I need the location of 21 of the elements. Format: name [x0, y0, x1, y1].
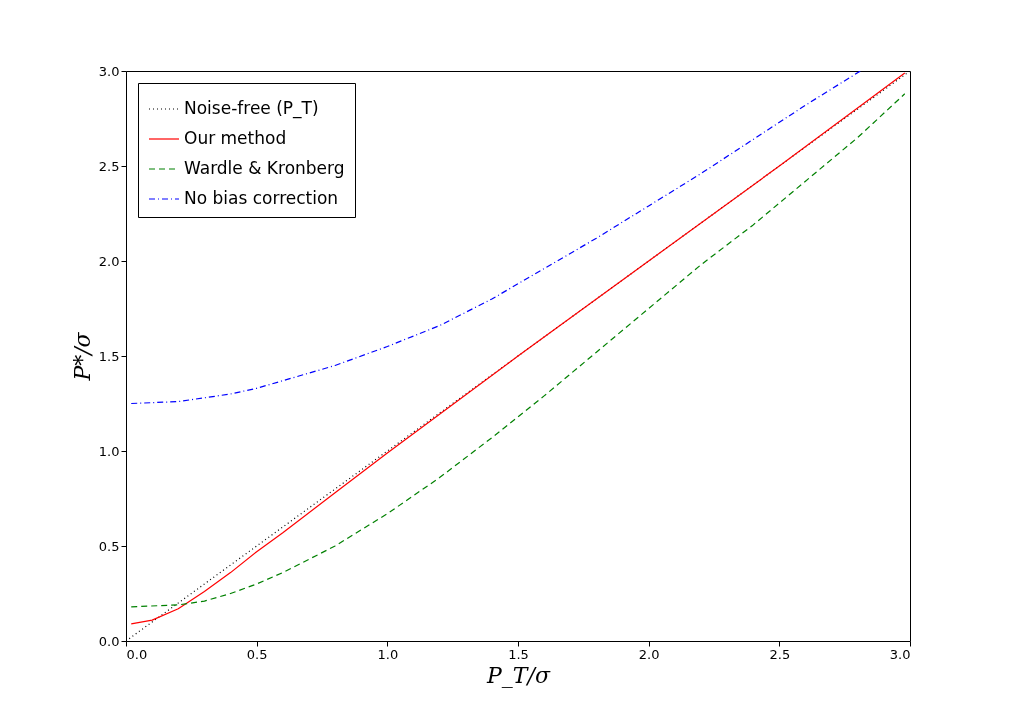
x-tick-label: 3.0 [889, 646, 911, 662]
x-tick-label: 2.5 [769, 646, 791, 662]
legend-label: No bias correction [184, 188, 339, 208]
y-tick-label: 1.0 [98, 443, 120, 459]
y-tick-label: 2.0 [98, 253, 120, 269]
x-tick-label: 2.0 [638, 646, 660, 662]
legend-label: Wardle & Kronberg [184, 158, 345, 178]
line-series [130, 71, 861, 405]
y-axis-title: P*/σ [69, 331, 95, 382]
x-axis-title: P_T/σ [486, 662, 551, 688]
x-tick-label: 0.0 [126, 646, 148, 662]
legend-label: Our method [184, 128, 287, 148]
x-tick-label: 1.0 [377, 646, 399, 662]
legend-label: Noise-free (P_T) [184, 98, 319, 119]
y-tick-label: 0.5 [98, 538, 120, 554]
y-tick-label: 2.5 [98, 158, 120, 174]
y-tick-label: 3.0 [98, 63, 120, 79]
x-tick-label: 0.5 [246, 646, 268, 662]
x-tick-label: 1.5 [508, 646, 529, 662]
y-tick-label: 1.5 [98, 348, 120, 364]
y-tick-label: 0.0 [98, 633, 120, 649]
